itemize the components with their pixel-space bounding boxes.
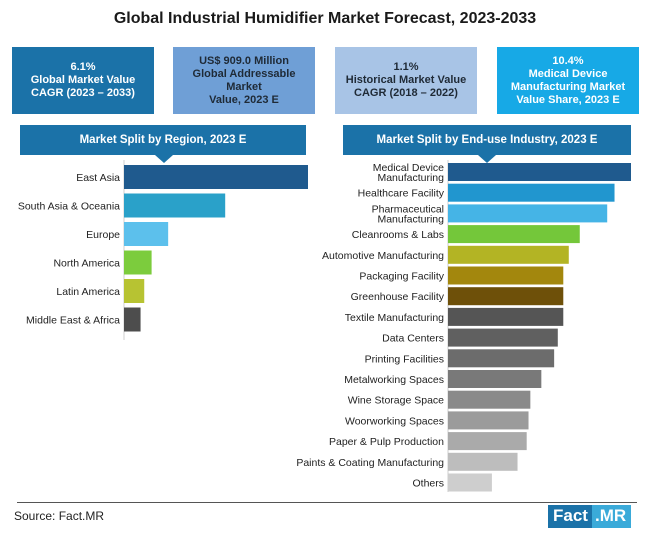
bar-label-industry: Metalworking Spaces (344, 374, 444, 386)
bar-label-region: East Asia (76, 172, 120, 184)
section-arrow (155, 155, 173, 163)
bar-industry (448, 432, 527, 451)
stat-value: US$ 909.0 Million (199, 54, 289, 67)
stat-value: 1.1% (393, 61, 419, 73)
bar-region (124, 193, 226, 218)
bar-industry (448, 183, 615, 202)
bar-industry (448, 473, 492, 492)
bar-label-region: Middle East & Africa (26, 315, 120, 327)
bar-label-industry: Data Centers (382, 333, 444, 345)
stat-card-medical-share: 10.4% Medical Device Manufacturing Marke… (497, 47, 639, 114)
bar-label-region: Europe (86, 229, 120, 241)
bar-label-industry: Healthcare Facility (358, 188, 445, 200)
footer-divider (17, 502, 637, 503)
chart-title: Global Industrial Humidifier Market Fore… (113, 10, 537, 27)
bar-industry (448, 390, 531, 409)
bar-label-industry: Manufacturing (377, 213, 444, 225)
bar-label-industry: Medical Device (373, 162, 444, 174)
bar-label-region: North America (53, 258, 120, 270)
bar-label-industry: Automotive Manufacturing (322, 250, 444, 262)
stat-label: Value, 2023 E (209, 93, 279, 106)
bar-label-industry: Paper & Pulp Production (329, 436, 444, 448)
bar-industry (448, 266, 564, 285)
stat-label: Historical Market Value (345, 74, 467, 86)
stat-card-addressable-market: US$ 909.0 Million Global Addressable Mar… (173, 47, 315, 114)
bar-region (124, 250, 152, 275)
logo-part-mr: .MR (591, 505, 632, 528)
bar-label-industry: Textile Manufacturing (345, 312, 444, 324)
stat-label: Medical Device Manufacturing Market (510, 67, 626, 93)
bar-industry (448, 204, 608, 223)
section-arrow (478, 155, 496, 163)
bar-label-industry: Packaging Facility (359, 271, 444, 283)
bar-industry (448, 245, 569, 264)
stat-value: 10.4% (552, 54, 584, 67)
bar-label-region: Latin America (56, 286, 120, 298)
bar-label-industry: Greenhouse Facility (351, 291, 445, 303)
stat-card-historical-cagr: 1.1% Historical Market Value CAGR (2018 … (335, 47, 477, 114)
bar-industry (448, 287, 564, 306)
section-header-industry: Market Split by End-use Industry, 2023 E (343, 125, 631, 155)
bar-label-industry: Manufacturing (377, 172, 444, 184)
stat-label: Global Addressable Market (192, 67, 296, 93)
bar-label-industry: Printing Facilities (365, 353, 444, 365)
bar-region (124, 279, 145, 303)
stat-label: CAGR (2018 – 2022) (354, 87, 458, 99)
stat-card-market-cagr: 6.1% Global Market Value CAGR (2023 – 20… (12, 47, 154, 114)
stat-label: Value Share, 2023 E (516, 93, 620, 106)
stat-value: 6.1% (70, 61, 96, 73)
bar-region (124, 307, 141, 332)
stat-label: CAGR (2023 – 2033) (31, 87, 135, 99)
bar-industry (448, 307, 564, 326)
bar-label-industry: Cleanrooms & Labs (352, 229, 444, 241)
bar-region (124, 222, 169, 246)
bar-region (124, 165, 308, 189)
bar-label-industry: Others (412, 478, 444, 490)
logo-part-fact: Fact (548, 505, 592, 528)
bar-label-industry: Wine Storage Space (348, 395, 444, 407)
bar-label-industry: Paints & Coating Manufacturing (296, 457, 444, 469)
bar-label-region: South Asia & Oceania (18, 201, 120, 213)
bar-industry (448, 328, 558, 347)
bar-industry (448, 370, 542, 388)
section-header-region: Market Split by Region, 2023 E (20, 125, 306, 155)
bar-label-industry: Pharmaceutical (372, 203, 444, 215)
bar-industry (448, 225, 580, 244)
stat-label: Global Market Value (30, 74, 136, 86)
bar-industry (448, 163, 631, 181)
bar-industry (448, 452, 518, 471)
factmr-logo: Fact .MR (548, 505, 632, 528)
bar-industry (448, 411, 529, 430)
bar-label-industry: Woorworking Spaces (345, 415, 444, 427)
source-note: Source: Fact.MR (14, 509, 105, 523)
bar-industry (448, 349, 555, 368)
